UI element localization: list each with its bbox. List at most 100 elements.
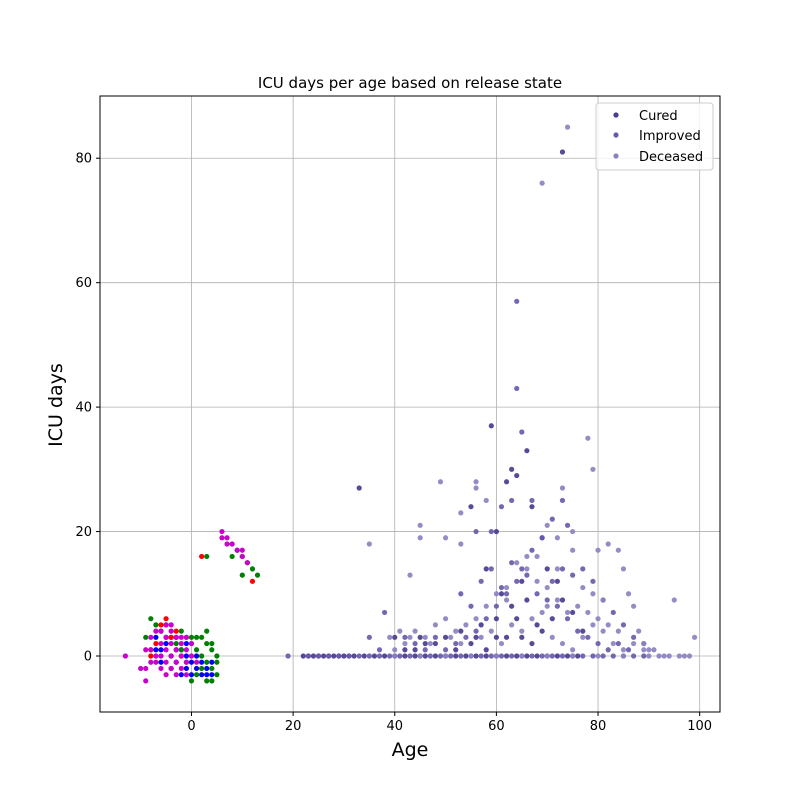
data-point [254, 572, 261, 578]
data-point [570, 572, 576, 578]
data-point [625, 591, 632, 597]
data-point [575, 653, 581, 659]
data-point [173, 672, 179, 678]
data-point [529, 497, 535, 504]
data-point [315, 653, 322, 659]
data-point [458, 541, 464, 547]
data-point [468, 603, 474, 609]
data-point [691, 634, 698, 640]
data-point [610, 653, 616, 659]
data-point [585, 435, 591, 441]
data-point [539, 180, 545, 186]
data-point [229, 553, 235, 560]
data-point [173, 647, 179, 653]
data-point [214, 672, 220, 678]
data-point [168, 634, 174, 640]
data-point [554, 653, 560, 659]
data-point [554, 566, 560, 572]
data-point [498, 584, 505, 591]
x-tick-label: 40 [386, 719, 403, 734]
data-point [468, 653, 474, 659]
y-tick-label: 60 [75, 276, 92, 291]
data-point [473, 528, 479, 535]
data-point [432, 622, 439, 628]
data-point [610, 640, 616, 647]
data-point [442, 653, 449, 659]
data-point [173, 640, 179, 647]
legend-label-cured: Cured [639, 109, 678, 124]
data-point [564, 124, 571, 130]
data-point [590, 653, 596, 659]
data-point [199, 653, 205, 659]
data-point [595, 653, 601, 659]
data-point [488, 653, 494, 659]
data-point [509, 603, 515, 609]
data-point [305, 653, 311, 659]
data-point [636, 628, 642, 634]
data-point [209, 665, 215, 672]
data-point [402, 640, 408, 647]
data-point [631, 634, 637, 640]
data-point [437, 653, 444, 659]
data-point [473, 628, 479, 634]
data-point [559, 597, 566, 603]
data-point [412, 653, 418, 659]
data-point [463, 634, 469, 640]
data-point [493, 616, 499, 622]
data-point [432, 634, 439, 640]
data-point [503, 591, 510, 597]
data-point [498, 653, 505, 659]
data-point [493, 603, 499, 609]
data-point [646, 653, 652, 659]
data-point [392, 647, 398, 653]
data-point [580, 628, 586, 634]
data-point [564, 653, 571, 659]
data-point [143, 665, 149, 672]
data-point [366, 653, 372, 659]
data-point [514, 298, 520, 304]
data-point [549, 616, 555, 622]
data-point [468, 640, 474, 647]
data-point [158, 647, 164, 653]
data-point [224, 541, 230, 547]
data-point [463, 653, 469, 659]
data-point [468, 504, 474, 510]
data-point [473, 485, 479, 491]
data-point [453, 653, 459, 659]
data-point [199, 553, 205, 560]
data-point [448, 634, 454, 640]
data-point [544, 603, 550, 609]
data-point [199, 659, 205, 665]
data-point [193, 672, 200, 678]
data-point [534, 578, 540, 584]
data-point [549, 578, 555, 584]
data-point [158, 659, 164, 665]
data-point [153, 640, 159, 647]
data-point [590, 466, 596, 472]
data-point [336, 653, 342, 659]
data-point [610, 609, 616, 616]
data-point [153, 622, 159, 628]
data-point [163, 640, 169, 647]
data-point [209, 672, 215, 678]
data-point [407, 572, 413, 578]
data-point [453, 628, 459, 634]
data-point [524, 597, 530, 603]
data-point [173, 659, 179, 665]
data-point [570, 609, 576, 616]
data-point [580, 634, 586, 640]
x-tick-label: 80 [590, 719, 607, 734]
data-point [666, 653, 672, 659]
data-point [544, 522, 550, 528]
data-point [605, 541, 611, 547]
data-point [168, 653, 174, 659]
data-point [188, 672, 195, 678]
data-point [509, 466, 515, 472]
data-point [559, 485, 566, 491]
data-point [239, 553, 245, 560]
data-point [412, 647, 418, 653]
data-point [153, 634, 159, 640]
data-point [570, 653, 576, 659]
data-point [478, 622, 484, 628]
data-point [204, 665, 210, 672]
